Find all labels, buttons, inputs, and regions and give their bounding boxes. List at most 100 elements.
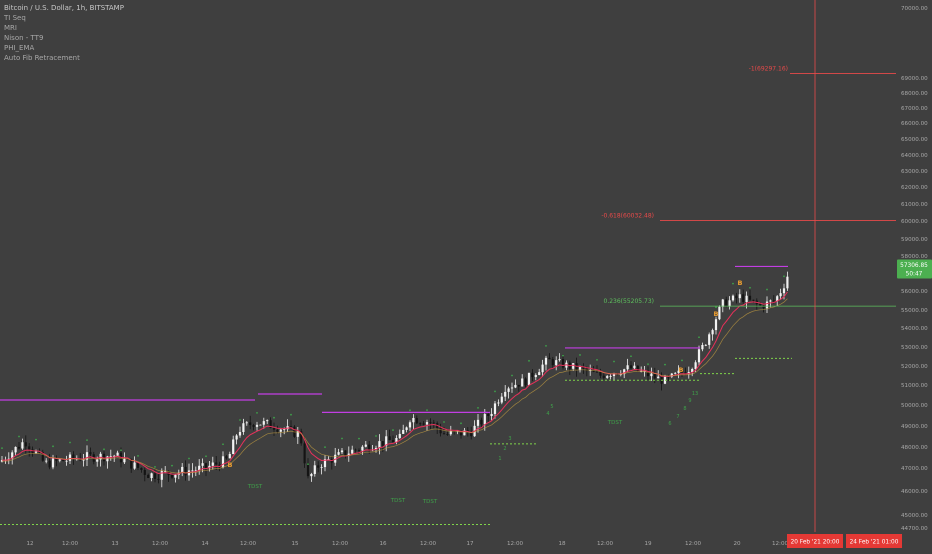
candle-body (242, 423, 245, 433)
candle-body (497, 402, 500, 404)
candle-body (708, 334, 711, 345)
candle-body (612, 373, 616, 376)
candle-body (558, 359, 561, 361)
price-tick-label: 49000.00 (901, 424, 928, 430)
candle-body (697, 349, 701, 363)
candle-body (225, 456, 228, 459)
indicator-phi-ema[interactable]: PHI_EMA (4, 44, 35, 52)
seq-dot (715, 306, 717, 309)
candle-body (232, 439, 235, 455)
price-tick-label: 62000.00 (901, 185, 928, 191)
legend-panel: Bitcoin / U.S. Dollar, 1h, BITSTAMP TI S… (4, 3, 124, 63)
candle-body (130, 458, 133, 469)
seq-dot (137, 454, 139, 457)
seq-dot (52, 445, 54, 448)
candle-body (85, 452, 89, 460)
candle-body (153, 473, 157, 479)
seq-count-label: 5 (550, 404, 553, 410)
price-tick-label: 64000.00 (901, 153, 928, 159)
candle-body (500, 396, 503, 403)
seq-buy-label: B (679, 366, 684, 374)
time-tick-label: 13 (111, 541, 119, 547)
candle-body (704, 344, 707, 346)
candle-body (721, 299, 724, 307)
candle-body (45, 460, 48, 462)
price-tick-label: 67000.00 (901, 106, 928, 112)
price-tick-label: 66000.00 (901, 121, 928, 127)
candle-body (262, 421, 265, 425)
candle-body (674, 372, 677, 374)
seq-dot (783, 275, 785, 278)
fib-levels: -0.618(60032.48) 0.236(55205.73) -1(69297.… (601, 66, 896, 307)
fib-level-label: -1(69297.16) (749, 66, 788, 73)
price-tick-label: 70000.00 (901, 6, 928, 12)
candle-body (215, 462, 218, 465)
indicator-mri[interactable]: MRI (4, 24, 17, 32)
time-tick-label: 12:00 (62, 541, 79, 547)
candle-body (629, 365, 633, 369)
candle-body (303, 443, 306, 464)
seq-count-label: 7 (676, 414, 679, 420)
candle-body (483, 414, 486, 425)
symbol-title[interactable]: Bitcoin / U.S. Dollar, 1h, BITSTAMP (4, 4, 124, 12)
candle-body (51, 458, 55, 468)
seq-dot (205, 455, 207, 458)
seq-buy-label: B (738, 279, 743, 287)
candle-body (643, 370, 646, 372)
candle-body (725, 299, 728, 307)
candle-body (636, 365, 639, 372)
candle-body (96, 459, 99, 462)
candle-body (113, 455, 116, 457)
price-tick-label: 69000.00 (901, 76, 928, 82)
candle-body (538, 372, 541, 376)
time-tick-label: 12:00 (772, 541, 789, 547)
candle-body (463, 430, 466, 436)
seq-count-label: 8 (683, 406, 686, 412)
candle-body (752, 299, 755, 301)
candle-body (289, 426, 293, 427)
tdst-label: TDST (247, 484, 263, 490)
candle-body (429, 422, 432, 423)
candle-body (442, 433, 446, 435)
candle-body (89, 452, 92, 455)
time-badge-bg (846, 534, 902, 548)
candle-body (143, 469, 146, 475)
seq-dot (545, 344, 547, 347)
seq-dot (392, 429, 394, 431)
candle-body (646, 370, 650, 377)
indicator-auto-fib[interactable]: Auto Fib Retracement (4, 54, 80, 62)
candle-body (524, 378, 527, 386)
candle-body (728, 300, 731, 307)
seq-dot (273, 416, 275, 419)
candle-body (714, 319, 718, 331)
seq-dot (766, 288, 768, 291)
tdst-label: TDST (390, 498, 406, 504)
seq-dot (358, 437, 360, 440)
candle-body (626, 365, 629, 370)
indicator-ti-seq[interactable]: TI Seq (4, 14, 26, 22)
candle-body (276, 429, 279, 432)
candle-body (320, 467, 323, 468)
candle-body (599, 371, 602, 376)
seq-count-label: 2 (503, 446, 506, 452)
candle-body (762, 305, 765, 309)
indicator-nison-tt9[interactable]: Nison - TT9 (4, 34, 44, 42)
candle-body (446, 433, 449, 435)
candle-body (534, 375, 537, 378)
seq-dot (460, 422, 462, 425)
candle-body (555, 360, 558, 366)
seq-dot (86, 439, 88, 442)
candle-body (782, 288, 786, 294)
candle-body (480, 419, 483, 425)
candle-body (385, 436, 388, 446)
price-tick-label: 68000.00 (901, 91, 928, 97)
bar-countdown: 50:47 (906, 271, 923, 277)
time-tick-label: 15 (291, 541, 299, 547)
seq-dot (443, 421, 445, 423)
candle-body (313, 465, 316, 474)
candle-body (425, 422, 429, 425)
candle-body (194, 470, 197, 472)
